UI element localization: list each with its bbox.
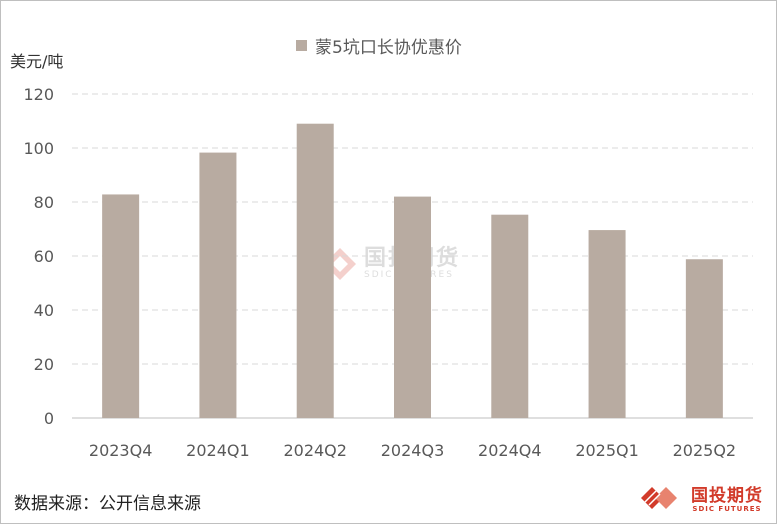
y-tick-label: 60: [34, 247, 54, 266]
logo-en-text: SDIC FUTURES: [692, 505, 762, 513]
x-tick-label: 2024Q1: [186, 441, 250, 460]
y-tick-label: 0: [44, 409, 54, 428]
legend-swatch: [296, 40, 307, 51]
bar: [685, 259, 723, 418]
x-tick-label: 2025Q2: [673, 441, 737, 460]
y-axis-unit: 美元/吨: [10, 52, 64, 71]
brand-logo: 国投期货 SDIC FUTURES: [641, 487, 763, 514]
y-tick-label: 20: [34, 355, 54, 374]
bar: [296, 123, 334, 418]
x-tick-label: 2024Q4: [478, 441, 542, 460]
y-tick-label: 120: [23, 85, 54, 104]
x-tick-label: 2023Q4: [89, 441, 153, 460]
y-tick-label: 80: [34, 193, 54, 212]
x-tick-label: 2024Q3: [381, 441, 445, 460]
x-tick-label: 2024Q2: [283, 441, 347, 460]
bar: [199, 152, 237, 418]
legend-label: 蒙5坑口长协优惠价: [315, 38, 462, 58]
y-tick-label: 100: [23, 139, 54, 158]
y-tick-label: 40: [34, 301, 54, 320]
logo-cn-text: 国投期货: [691, 486, 763, 506]
legend: 蒙5坑口长协优惠价: [296, 33, 462, 58]
x-tick-label: 2025Q1: [575, 441, 639, 460]
bar: [394, 196, 431, 418]
logo-mark-icon: [641, 487, 677, 509]
data-source: 数据来源：公开信息来源: [14, 494, 201, 514]
bar: [491, 214, 529, 418]
bar: [102, 194, 140, 418]
bar: [588, 230, 626, 418]
